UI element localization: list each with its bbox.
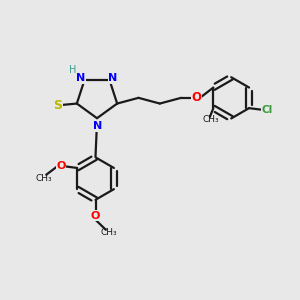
Text: N: N <box>76 74 85 83</box>
Text: CH₃: CH₃ <box>101 228 117 237</box>
Text: Cl: Cl <box>262 105 273 115</box>
Text: CH₃: CH₃ <box>36 174 52 183</box>
Text: CH₃: CH₃ <box>202 116 219 124</box>
Text: O: O <box>91 211 100 221</box>
Text: H: H <box>69 65 76 75</box>
Text: N: N <box>108 74 118 83</box>
Text: O: O <box>56 161 66 171</box>
Text: N: N <box>93 122 102 131</box>
Text: S: S <box>53 98 62 112</box>
Text: O: O <box>191 91 202 104</box>
